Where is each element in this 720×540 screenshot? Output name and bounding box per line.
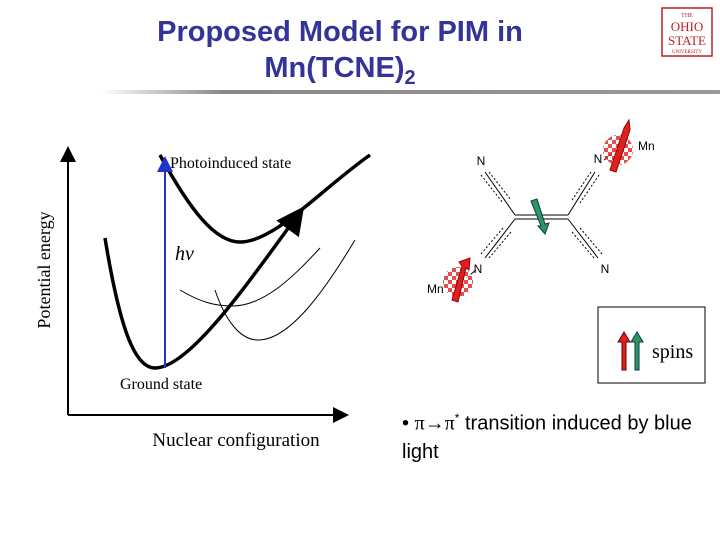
ground-curve — [103, 206, 305, 370]
title-subscript: 2 — [404, 66, 416, 89]
logo-text: STATE — [668, 33, 706, 48]
metal-label: Mn — [427, 282, 444, 296]
atom-label: N — [594, 152, 603, 166]
bullet-formula: π→π — [414, 412, 455, 435]
legend-box — [597, 306, 706, 384]
metal-label: Mn — [638, 139, 655, 153]
intermediate-curve — [179, 247, 321, 307]
legend-label: spins — [652, 341, 693, 363]
x-axis-label: Nuclear configuration — [152, 430, 320, 451]
atom-label: N — [477, 154, 486, 168]
excited-curve — [158, 153, 372, 244]
logo-text: THE — [681, 13, 693, 19]
title-line: Proposed Model for PIM in — [157, 16, 523, 48]
title-rule — [100, 90, 720, 94]
title-line: Mn(TCNE) — [264, 52, 405, 84]
logo-text: UNIVERSITY — [672, 50, 702, 55]
title: Proposed Model for PIM in Mn(TCNE)2 — [100, 14, 580, 96]
atom-label: N — [601, 262, 610, 276]
state-label: Ground state — [120, 376, 202, 393]
spin-arrow — [609, 118, 631, 173]
y-axis-label: Potential energy — [34, 211, 54, 328]
spin-arrow — [530, 198, 550, 235]
logo-frame — [661, 7, 713, 57]
hv-label: hν — [175, 243, 194, 265]
intermediate-curve — [214, 239, 356, 341]
spin-arrow — [451, 257, 471, 303]
bullet: • π→π* transition induced by blue light — [402, 411, 692, 463]
bullet-text: transition induced by blue light — [402, 412, 692, 463]
bullet-star: * — [454, 411, 460, 425]
atom-label: N — [474, 262, 483, 276]
legend-arrow — [630, 331, 644, 371]
state-label: Photoinduced state — [170, 155, 291, 172]
logo-text: OHIO — [671, 19, 704, 34]
legend-arrow — [617, 331, 631, 371]
